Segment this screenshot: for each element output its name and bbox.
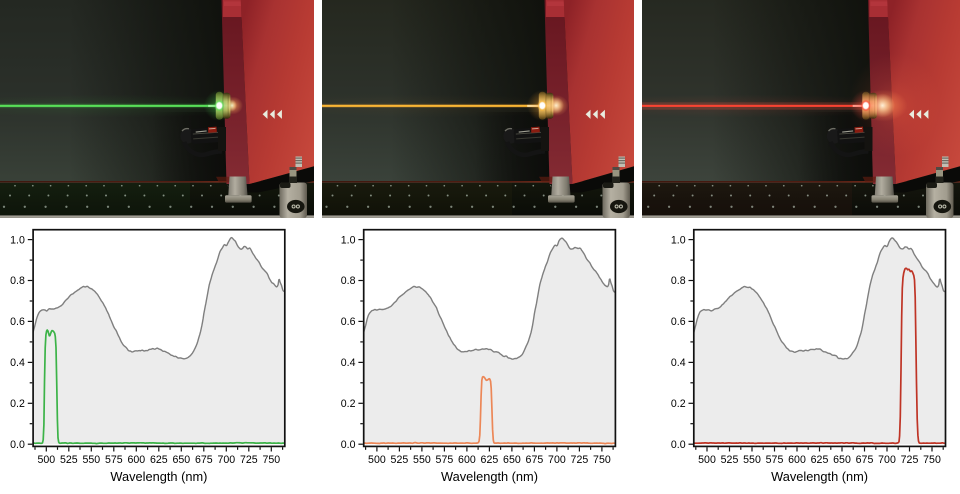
svg-text:700: 700: [878, 454, 896, 466]
svg-text:700: 700: [548, 454, 566, 466]
svg-text:750: 750: [923, 454, 941, 466]
svg-text:525: 525: [721, 454, 739, 466]
svg-text:750: 750: [593, 454, 611, 466]
svg-text:500: 500: [37, 454, 55, 466]
svg-text:725: 725: [901, 454, 919, 466]
svg-text:650: 650: [172, 454, 190, 466]
svg-text:600: 600: [458, 454, 476, 466]
svg-text:725: 725: [571, 454, 589, 466]
svg-text:Wavelength (nm): Wavelength (nm): [771, 469, 868, 484]
svg-text:1.0: 1.0: [10, 234, 25, 246]
svg-text:0.2: 0.2: [10, 398, 25, 410]
svg-text:675: 675: [195, 454, 213, 466]
svg-text:500: 500: [368, 454, 386, 466]
svg-text:0.6: 0.6: [10, 316, 25, 328]
svg-text:725: 725: [240, 454, 258, 466]
svg-text:575: 575: [436, 454, 454, 466]
svg-text:0.2: 0.2: [671, 398, 686, 410]
svg-text:0.8: 0.8: [10, 275, 25, 287]
svg-text:750: 750: [262, 454, 280, 466]
svg-text:0.6: 0.6: [341, 316, 356, 328]
svg-text:625: 625: [481, 454, 499, 466]
svg-text:0.0: 0.0: [671, 439, 686, 451]
svg-text:600: 600: [788, 454, 806, 466]
svg-text:625: 625: [150, 454, 168, 466]
svg-text:0.4: 0.4: [10, 357, 25, 369]
svg-text:0.4: 0.4: [671, 357, 686, 369]
svg-text:550: 550: [82, 454, 100, 466]
svg-text:675: 675: [526, 454, 544, 466]
svg-text:0.4: 0.4: [341, 357, 356, 369]
svg-text:Wavelength (nm): Wavelength (nm): [110, 469, 207, 484]
svg-text:600: 600: [127, 454, 145, 466]
svg-text:1.0: 1.0: [341, 234, 356, 246]
svg-text:0.6: 0.6: [671, 316, 686, 328]
svg-text:550: 550: [743, 454, 761, 466]
svg-text:675: 675: [856, 454, 874, 466]
svg-text:550: 550: [413, 454, 431, 466]
svg-text:525: 525: [60, 454, 78, 466]
svg-text:0.0: 0.0: [10, 439, 25, 451]
svg-text:650: 650: [503, 454, 521, 466]
svg-text:575: 575: [766, 454, 784, 466]
svg-text:0.8: 0.8: [341, 275, 356, 287]
svg-text:700: 700: [217, 454, 235, 466]
svg-text:0.2: 0.2: [341, 398, 356, 410]
svg-text:525: 525: [391, 454, 409, 466]
svg-text:0.8: 0.8: [671, 275, 686, 287]
svg-text:1.0: 1.0: [671, 234, 686, 246]
svg-text:500: 500: [698, 454, 716, 466]
svg-text:625: 625: [811, 454, 829, 466]
svg-text:Wavelength (nm): Wavelength (nm): [441, 469, 538, 484]
svg-text:650: 650: [833, 454, 851, 466]
svg-text:0.0: 0.0: [341, 439, 356, 451]
svg-text:575: 575: [105, 454, 123, 466]
